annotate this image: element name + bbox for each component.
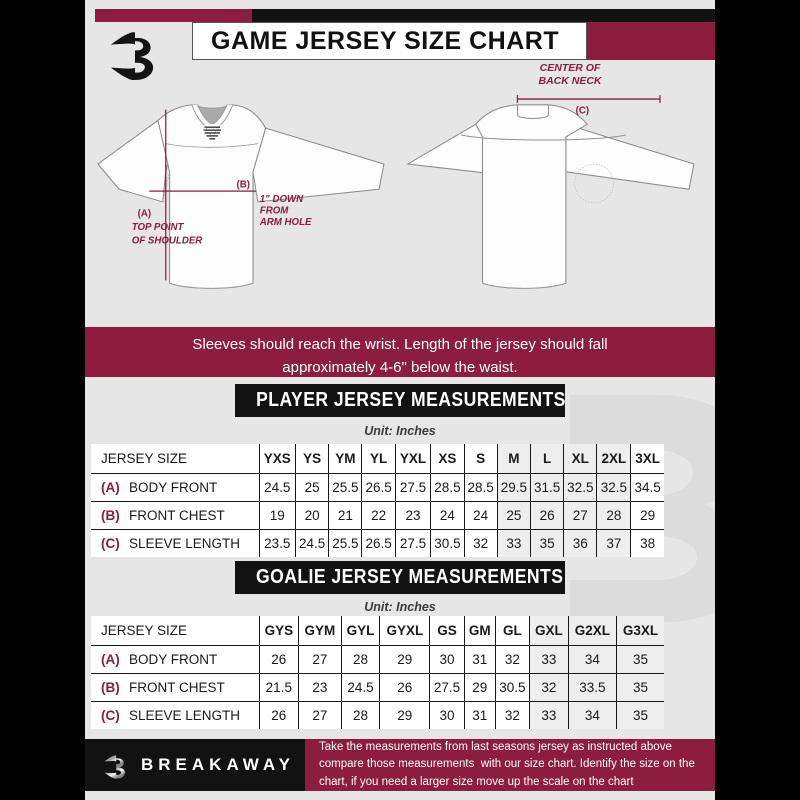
- svg-text:ARM HOLE: ARM HOLE: [259, 217, 312, 228]
- svg-text:OF SHOULDER: OF SHOULDER: [132, 236, 203, 247]
- svg-text:(A): (A): [138, 208, 151, 219]
- svg-text:TOP POINT: TOP POINT: [132, 222, 185, 233]
- svg-text:(B): (B): [237, 179, 250, 190]
- svg-text:(C): (C): [576, 106, 589, 117]
- svg-text:1" DOWN: 1" DOWN: [260, 194, 304, 205]
- svg-text:FROM: FROM: [260, 205, 289, 216]
